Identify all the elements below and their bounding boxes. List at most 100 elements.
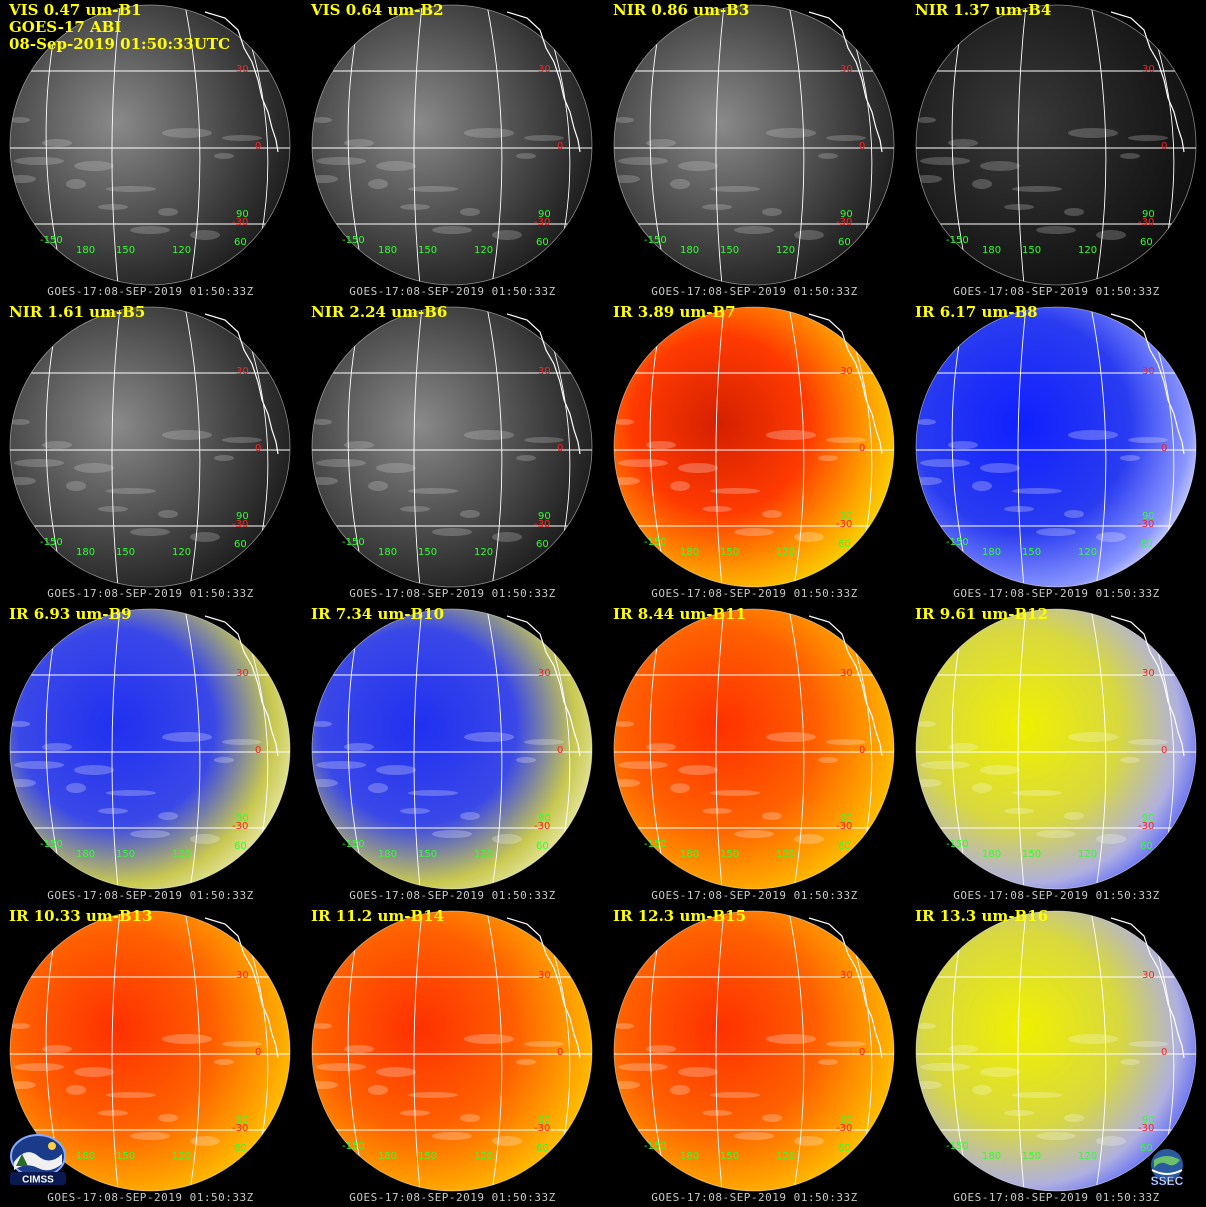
longitude-label: -150 — [644, 839, 667, 850]
instrument-label: GOES-17 ABI — [9, 18, 122, 36]
globe-image — [311, 4, 593, 286]
latitude-label: 0 — [255, 745, 262, 756]
band-panel: IR 8.44 um-B11 30 0 -30 -150 180 150 120 60 90 GOE… — [604, 604, 905, 905]
latitude-label: -30 — [534, 217, 551, 228]
globe-image — [9, 608, 291, 890]
globe-image — [311, 306, 593, 588]
latitude-label: 30 — [538, 668, 551, 679]
longitude-label: -150 — [946, 1141, 969, 1152]
band-title: NIR 1.61 um-B5 — [9, 303, 146, 321]
earth-disk — [10, 307, 290, 587]
longitude-label: 60 — [234, 1143, 247, 1154]
band-title: IR 11.2 um-B14 — [311, 907, 445, 925]
longitude-label: 60 — [838, 1143, 851, 1154]
lat-lon-grid — [614, 5, 894, 285]
coastline — [1110, 313, 1185, 455]
latitude-label: 0 — [1161, 1047, 1168, 1058]
latitude-label: -30 — [1138, 821, 1155, 832]
panel-footer-timestamp: GOES-17:08-SEP-2019 01:50:33Z — [47, 587, 254, 600]
longitude-label: 60 — [838, 237, 851, 248]
coastline — [506, 11, 581, 153]
coastline — [1110, 11, 1185, 153]
longitude-label: 150 — [720, 849, 740, 860]
longitude-label: 180 — [378, 849, 398, 860]
band-panel: VIS 0.47 um-B1 GOES-17 ABI 08-Sep-2019 01:… — [0, 0, 301, 301]
panel-footer-timestamp: GOES-17:08-SEP-2019 01:50:33Z — [349, 285, 556, 298]
latitude-label: 0 — [557, 443, 564, 454]
longitude-label: 150 — [720, 1151, 740, 1162]
longitude-label: 90 — [236, 209, 249, 220]
coastline — [808, 11, 883, 153]
longitude-label: 60 — [234, 841, 247, 852]
longitude-label: 150 — [418, 1151, 438, 1162]
longitude-label: 90 — [840, 511, 853, 522]
longitude-label: 60 — [536, 539, 549, 550]
globe-image — [9, 4, 291, 286]
longitude-label: 180 — [982, 547, 1002, 558]
longitude-label: 60 — [536, 841, 549, 852]
longitude-label: 60 — [1140, 237, 1153, 248]
band-panel: NIR 2.24 um-B6 30 0 -30 -150 180 150 120 60 90 GOE… — [302, 302, 603, 603]
latitude-label: 0 — [859, 443, 866, 454]
latitude-label: 30 — [538, 366, 551, 377]
band-title: IR 12.3 um-B15 — [613, 907, 747, 925]
latitude-label: 30 — [840, 64, 853, 75]
latitude-label: 30 — [840, 668, 853, 679]
panel-footer-timestamp: GOES-17:08-SEP-2019 01:50:33Z — [47, 1191, 254, 1204]
latitude-label: -30 — [232, 1123, 249, 1134]
longitude-label: 150 — [418, 245, 438, 256]
globe-image — [311, 910, 593, 1192]
latitude-label: -30 — [836, 821, 853, 832]
earth-disk — [10, 609, 290, 889]
panel-footer-timestamp: GOES-17:08-SEP-2019 01:50:33Z — [651, 285, 858, 298]
longitude-label: 120 — [1078, 245, 1098, 256]
earth-disk — [614, 307, 894, 587]
band-panel: NIR 1.37 um-B4 30 0 -30 -150 180 150 120 60 90 GOE… — [906, 0, 1206, 301]
band-title: IR 3.89 um-B7 — [613, 303, 736, 321]
band-title: IR 9.61 um-B12 — [915, 605, 1049, 623]
longitude-label: 60 — [838, 539, 851, 550]
lat-lon-grid — [312, 5, 592, 285]
globe-image — [9, 306, 291, 588]
longitude-label: -150 — [40, 235, 63, 246]
latitude-label: -30 — [1138, 217, 1155, 228]
longitude-label: 120 — [1078, 547, 1098, 558]
longitude-label: 120 — [474, 245, 494, 256]
longitude-label: 180 — [76, 245, 96, 256]
earth-disk — [614, 911, 894, 1191]
earth-disk — [614, 5, 894, 285]
panel-footer-timestamp: GOES-17:08-SEP-2019 01:50:33Z — [651, 1191, 858, 1204]
band-title: IR 6.17 um-B8 — [915, 303, 1038, 321]
earth-disk — [10, 911, 290, 1191]
panel-footer-timestamp: GOES-17:08-SEP-2019 01:50:33Z — [349, 587, 556, 600]
longitude-label: 120 — [172, 547, 192, 558]
latitude-label: 30 — [538, 970, 551, 981]
longitude-label: 60 — [838, 841, 851, 852]
latitude-label: 30 — [840, 970, 853, 981]
longitude-label: 150 — [418, 849, 438, 860]
globe-image — [9, 910, 291, 1192]
longitude-label: 180 — [680, 1151, 700, 1162]
longitude-label: -150 — [40, 839, 63, 850]
latitude-label: 30 — [236, 366, 249, 377]
panel-footer-timestamp: GOES-17:08-SEP-2019 01:50:33Z — [953, 285, 1160, 298]
band-title: IR 8.44 um-B11 — [613, 605, 747, 623]
longitude-label: 90 — [1142, 209, 1155, 220]
latitude-label: -30 — [232, 217, 249, 228]
band-panel: IR 12.3 um-B15 30 0 -30 -150 180 150 120 60 90 GOE… — [604, 906, 905, 1207]
latitude-label: -30 — [232, 519, 249, 530]
longitude-label: 150 — [116, 849, 136, 860]
latitude-label: 0 — [859, 1047, 866, 1058]
longitude-label: 180 — [378, 547, 398, 558]
latitude-label: 30 — [236, 668, 249, 679]
globe-image — [311, 608, 593, 890]
longitude-label: 150 — [116, 547, 136, 558]
band-title: NIR 0.86 um-B3 — [613, 1, 750, 19]
latitude-label: 0 — [557, 745, 564, 756]
longitude-label: 180 — [982, 1151, 1002, 1162]
longitude-label: 90 — [840, 209, 853, 220]
longitude-label: -150 — [342, 1141, 365, 1152]
earth-disk — [916, 911, 1196, 1191]
longitude-label: 120 — [776, 849, 796, 860]
